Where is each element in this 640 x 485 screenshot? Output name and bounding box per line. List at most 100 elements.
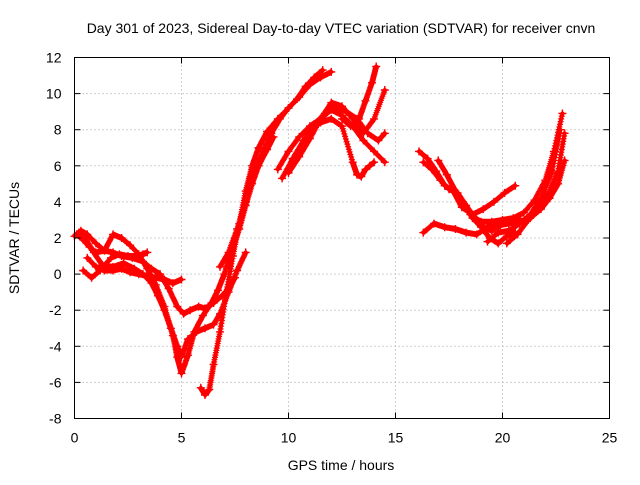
data-point	[462, 228, 471, 237]
data-point	[106, 253, 115, 262]
data-point	[442, 170, 451, 179]
data-point	[275, 114, 284, 123]
data-point	[427, 165, 436, 174]
data-point	[460, 199, 468, 208]
data-point	[479, 205, 488, 214]
data-point	[318, 66, 327, 75]
data-point	[177, 369, 186, 378]
data-point	[139, 250, 147, 259]
data-point	[186, 306, 195, 315]
data-point	[143, 271, 152, 280]
data-point	[327, 98, 336, 107]
data-point	[117, 234, 126, 242]
data-point	[295, 132, 304, 141]
series-markers	[197, 68, 335, 398]
data-point	[173, 353, 182, 362]
x-tick-label: 20	[495, 430, 511, 446]
data-point	[483, 237, 492, 246]
data-point	[423, 154, 432, 163]
x-tick-label: 0	[71, 430, 79, 446]
y-tick-label: -2	[49, 302, 62, 318]
series-pass-19	[502, 129, 569, 248]
data-point	[209, 360, 218, 369]
data-point	[513, 230, 522, 239]
y-tick-label: -4	[49, 338, 62, 354]
series-pass-12	[338, 62, 381, 131]
data-point	[109, 266, 117, 275]
y-tick-label: -6	[49, 374, 62, 390]
data-point	[224, 248, 233, 257]
data-point	[91, 239, 100, 248]
data-point	[205, 385, 214, 394]
data-point	[168, 279, 177, 288]
data-point	[451, 187, 460, 196]
chart-title: Day 301 of 2023, Sidereal Day-to-day VTE…	[87, 20, 596, 36]
data-point	[79, 266, 88, 275]
data-point	[100, 246, 109, 255]
data-point	[173, 302, 182, 311]
data-point	[370, 114, 379, 123]
data-point	[143, 248, 152, 257]
data-point	[361, 96, 370, 105]
data-point	[494, 228, 503, 237]
data-point	[132, 252, 141, 260]
data-point	[72, 230, 81, 239]
data-point	[250, 169, 259, 177]
data-point	[222, 288, 231, 297]
data-point	[316, 118, 325, 127]
data-point	[79, 235, 88, 244]
series-pass-7	[216, 66, 327, 271]
data-point	[327, 67, 336, 76]
data-point	[511, 181, 520, 190]
data-point	[380, 86, 389, 94]
data-point	[267, 129, 276, 138]
data-point	[194, 302, 203, 311]
data-point	[284, 169, 293, 177]
data-point	[419, 228, 428, 237]
data-point	[547, 169, 556, 177]
data-point	[353, 170, 361, 179]
data-point	[179, 309, 188, 318]
data-point	[415, 147, 423, 156]
data-point	[327, 114, 336, 123]
data-point	[284, 147, 293, 156]
data-point	[374, 136, 383, 145]
data-point	[556, 125, 565, 134]
x-axis-label: GPS time / hours	[288, 457, 395, 473]
data-point	[164, 284, 173, 293]
data-point	[359, 129, 368, 138]
data-point	[124, 252, 132, 260]
series-pass-5	[79, 248, 152, 282]
data-point	[216, 262, 224, 271]
y-tick-label: 10	[46, 86, 62, 102]
data-point	[241, 197, 250, 206]
x-tick-label: 15	[388, 430, 404, 446]
data-point	[372, 62, 381, 71]
data-point	[91, 248, 100, 257]
series-pass-10	[284, 86, 389, 177]
data-point	[209, 320, 218, 329]
data-point	[554, 167, 563, 176]
y-tick-label: -8	[49, 411, 62, 427]
y-tick-label: 2	[54, 230, 62, 246]
data-point	[151, 280, 160, 289]
data-point	[489, 197, 498, 206]
data-point	[190, 327, 199, 336]
y-tick-label: 4	[54, 194, 62, 210]
data-point	[370, 147, 379, 156]
data-point	[177, 275, 186, 284]
data-point	[233, 225, 242, 233]
data-point	[338, 102, 346, 111]
y-axis-label: SDTVAR / TECUs	[6, 182, 22, 294]
data-point	[502, 239, 511, 248]
data-point	[338, 122, 346, 131]
data-point	[545, 187, 554, 196]
data-point	[370, 158, 379, 167]
x-tick-label: 10	[281, 430, 297, 446]
data-point	[207, 299, 216, 307]
data-point	[346, 122, 355, 131]
data-point	[380, 158, 389, 167]
data-point	[380, 129, 389, 138]
data-point	[196, 383, 205, 392]
x-tick-label: 5	[178, 430, 186, 446]
